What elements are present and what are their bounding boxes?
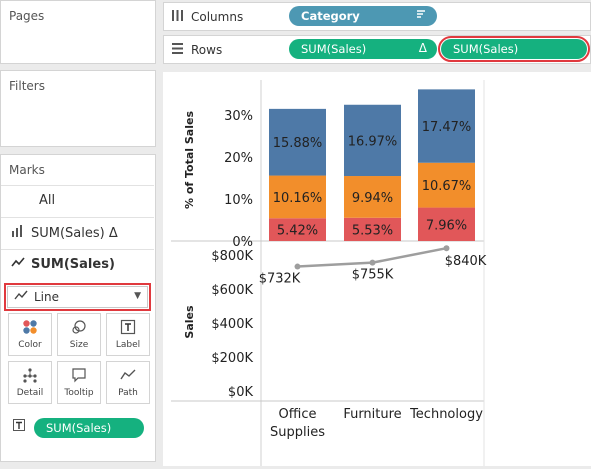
marks-line-tab[interactable]: SUM(Sales) <box>9 256 162 272</box>
line-point <box>443 245 450 252</box>
bar-segment <box>418 89 475 163</box>
marks-all-label: All <box>39 193 56 208</box>
columns-label-text: Columns <box>191 10 244 24</box>
bar-data-label: 15.88% <box>273 136 323 151</box>
line-y-tick-label: $600K <box>211 283 253 298</box>
marks-all-tab[interactable]: All <box>39 193 192 208</box>
bar-segment <box>269 108 326 176</box>
bar-segment <box>344 176 401 218</box>
line-data-label: $755K <box>352 268 394 283</box>
x-category-label: Technology <box>409 407 483 422</box>
line-point <box>369 259 376 266</box>
rows-pill-2-text: SUM(Sales) <box>453 42 519 56</box>
bar-data-label: 5.42% <box>277 224 318 239</box>
divider <box>1 185 154 186</box>
x-category-label: Supplies <box>270 425 325 440</box>
marks-bar-label: SUM(Sales) Δ <box>31 225 118 241</box>
marks-line-label: SUM(Sales) <box>31 256 115 272</box>
columns-icon <box>172 10 183 24</box>
tooltip-button[interactable]: Tooltip <box>57 361 101 404</box>
label-label: Label <box>115 340 141 350</box>
bar-data-label: 10.16% <box>273 191 323 206</box>
line-data-label: $840K <box>445 254 487 269</box>
mark-type-dropdown[interactable]: Line ▼ <box>4 283 151 311</box>
delta-icon: Δ <box>418 41 427 55</box>
bar-y-tick-label: 20% <box>224 151 253 166</box>
divider <box>1 217 154 218</box>
tooltip-icon <box>71 367 87 385</box>
viz-pane[interactable]: % of Total Sales Sales 30% 20% 10% 0% 5.42% 10.… <box>163 72 591 466</box>
line-y-tick-label: $200K <box>211 351 253 366</box>
marks-card: Marks All SUM(Sales) Δ SUM(Sales) <box>0 154 156 462</box>
category-pill-text: Category <box>301 9 360 23</box>
line-y-tick-label: $800K <box>211 249 253 264</box>
line-point <box>294 263 301 270</box>
pages-card[interactable]: Pages <box>0 0 156 64</box>
rows-icon <box>172 43 183 57</box>
size-icon <box>71 319 87 337</box>
rows-label-text: Rows <box>191 43 223 57</box>
bar-data-label: 10.67% <box>422 179 472 194</box>
color-button[interactable]: Color <box>8 313 52 356</box>
columns-shelf-label: Columns <box>172 10 243 24</box>
size-button[interactable]: Size <box>57 313 101 356</box>
category-pill[interactable]: Category <box>289 6 437 26</box>
sort-icon <box>415 8 427 23</box>
line-y-tick-label: $400K <box>211 317 253 332</box>
filters-title: Filters <box>9 79 45 93</box>
line-axis-title: Sales <box>183 305 196 339</box>
color-icon <box>22 319 38 337</box>
bar-axis-title: % of Total Sales <box>183 111 196 209</box>
label-field-pill[interactable]: SUM(Sales) <box>34 418 144 438</box>
bar-segment <box>418 162 475 208</box>
marks-bar-tab[interactable]: SUM(Sales) Δ <box>9 225 162 241</box>
color-label: Color <box>18 340 42 350</box>
path-button[interactable]: Path <box>106 361 150 404</box>
bar-y-tick-label: 30% <box>224 109 253 124</box>
bar-segment <box>418 207 475 241</box>
line-y-tick-label: $0K <box>228 385 254 400</box>
mark-type-label: Line <box>34 290 60 304</box>
bar-segment <box>344 217 401 241</box>
chevron-down-icon: ▼ <box>134 291 141 301</box>
bar-data-label: 5.53% <box>352 223 393 238</box>
bar-y-tick-label: 0% <box>232 235 253 250</box>
rows-shelf-label: Rows <box>172 43 222 57</box>
dual-chart: % of Total Sales Sales 30% 20% 10% 0% 5.42% 10.… <box>171 80 487 466</box>
detail-icon <box>22 367 38 385</box>
bar-segment <box>269 218 326 241</box>
bar-data-label: 17.47% <box>422 120 472 135</box>
line-chart-icon <box>14 290 28 304</box>
bar-data-label: 9.94% <box>352 191 393 206</box>
pages-title: Pages <box>9 9 45 23</box>
rows-pill-1-text: SUM(Sales) <box>301 42 367 56</box>
line-data-label: $732K <box>259 272 301 287</box>
text-icon <box>120 319 136 337</box>
path-icon <box>120 367 136 385</box>
path-label: Path <box>118 388 138 398</box>
bar-chart-icon <box>9 225 27 241</box>
size-label: Size <box>69 340 89 350</box>
bar-y-tick-label: 10% <box>224 193 253 208</box>
filters-card[interactable]: Filters <box>0 70 156 147</box>
tooltip-label: Tooltip <box>64 388 94 398</box>
rows-sum-sales-pill[interactable]: SUM(Sales) <box>438 36 590 62</box>
bar-data-label: 7.96% <box>426 218 467 233</box>
rows-sum-sales-delta-pill[interactable]: SUM(Sales) Δ <box>289 39 437 59</box>
bar-segment <box>344 104 401 177</box>
label-field-pill-text: SUM(Sales) <box>46 421 112 435</box>
bar-segment <box>269 175 326 219</box>
divider <box>1 249 154 250</box>
line-chart-icon <box>9 256 27 272</box>
detail-label: Detail <box>16 388 44 398</box>
text-icon <box>13 419 25 434</box>
marks-title: Marks <box>9 163 45 177</box>
x-category-label: Furniture <box>343 407 401 422</box>
detail-button[interactable]: Detail <box>8 361 52 404</box>
label-button[interactable]: Label <box>106 313 150 356</box>
bar-data-label: 16.97% <box>348 134 398 149</box>
x-category-label: Office <box>279 407 317 422</box>
